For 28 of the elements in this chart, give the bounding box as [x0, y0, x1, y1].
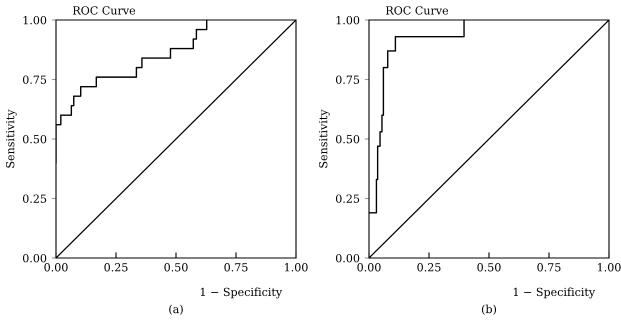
y-tick-label: 0.50	[22, 134, 46, 144]
y-tick-label: 0.00	[336, 254, 360, 262]
x-tick-label: 0.00	[357, 263, 381, 272]
x-tick-label: 0.25	[104, 263, 128, 272]
y-tick-label: 0.75	[336, 75, 360, 84]
y-tick-label: 0.00	[22, 254, 46, 262]
x-tick-label: 0.75	[224, 263, 248, 272]
y-tick-label: 1.00	[24, 16, 46, 24]
x-tick-label: 0.50	[164, 263, 188, 272]
x-tick-label: 0.75	[537, 263, 561, 272]
text: (a)	[169, 304, 183, 315]
y-tick-label: 1.00	[336, 16, 360, 24]
chart-title: ROC Curve	[72, 6, 136, 15]
x-tick-label: 0.50	[477, 263, 501, 272]
y-axis-title: Sensitivity	[6, 109, 17, 168]
x-tick-label: 0.00	[44, 263, 68, 272]
y-axis-title: Sensitivity	[318, 109, 330, 168]
x-tick-label: 0.25	[417, 263, 441, 272]
text: (b)	[482, 304, 496, 315]
y-tick-label: 0.50	[336, 134, 360, 144]
y-tick-label: 0.25	[336, 194, 360, 203]
y-tick-label: 0.25	[22, 194, 46, 203]
x-tick-label: 1.00	[284, 263, 308, 272]
y-tick-label: 0.75	[22, 75, 46, 84]
x-axis-title: 1 − Specificity	[514, 288, 596, 298]
x-axis-title: 1 − Specificity	[200, 288, 282, 298]
chart-title: ROC Curve	[386, 6, 448, 15]
x-tick-label: 1.00	[598, 263, 621, 272]
